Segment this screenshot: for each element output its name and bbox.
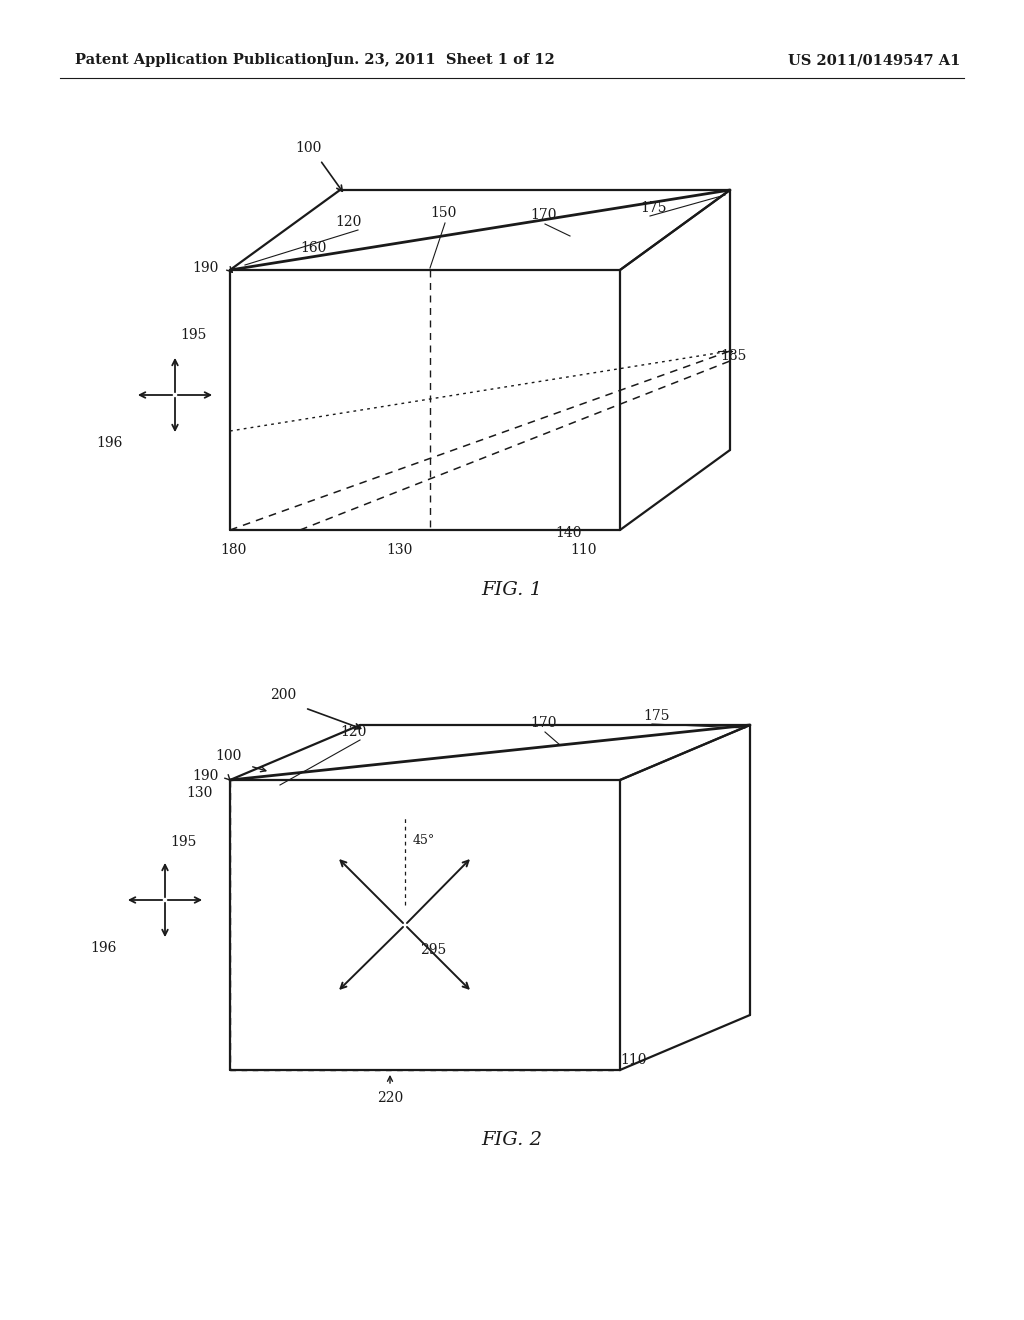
Text: 295: 295 [420, 942, 446, 957]
Text: 110: 110 [620, 1053, 646, 1067]
Text: FIG. 1: FIG. 1 [481, 581, 543, 599]
Text: 140: 140 [555, 525, 582, 540]
Text: 45°: 45° [413, 833, 435, 846]
Text: 195: 195 [180, 327, 207, 342]
Text: 150: 150 [430, 206, 457, 220]
Text: 220: 220 [377, 1092, 403, 1105]
Text: 120: 120 [335, 215, 361, 228]
Text: US 2011/0149547 A1: US 2011/0149547 A1 [787, 53, 961, 67]
Text: Jun. 23, 2011  Sheet 1 of 12: Jun. 23, 2011 Sheet 1 of 12 [326, 53, 554, 67]
Text: 190: 190 [193, 770, 218, 783]
Text: 130: 130 [186, 785, 212, 800]
Text: 180: 180 [220, 543, 247, 557]
Text: 160: 160 [300, 242, 327, 255]
Text: FIG. 2: FIG. 2 [481, 1131, 543, 1148]
Text: 196: 196 [97, 436, 123, 450]
Text: 175: 175 [643, 709, 670, 723]
Text: 170: 170 [530, 715, 556, 730]
Text: 195: 195 [170, 836, 197, 849]
Text: Patent Application Publication: Patent Application Publication [75, 53, 327, 67]
Text: 175: 175 [640, 201, 667, 215]
Text: 130: 130 [387, 543, 414, 557]
Text: 120: 120 [340, 725, 367, 739]
Text: 100: 100 [215, 748, 242, 763]
Text: 200: 200 [270, 688, 296, 702]
Text: 196: 196 [90, 941, 116, 954]
Text: 190: 190 [193, 261, 218, 275]
Text: 185: 185 [720, 348, 746, 363]
Text: 100: 100 [295, 141, 322, 154]
Text: 110: 110 [570, 543, 597, 557]
Text: 170: 170 [530, 209, 556, 222]
